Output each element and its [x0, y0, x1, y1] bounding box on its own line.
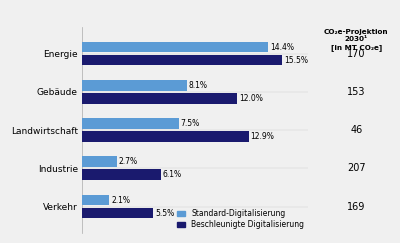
Text: CO₂e-Projektion
2030¹
[in MT CO₂e]: CO₂e-Projektion 2030¹ [in MT CO₂e] [324, 29, 388, 51]
Text: 14.4%: 14.4% [270, 43, 294, 52]
Bar [82, 118, 179, 129]
Text: 15.5%: 15.5% [284, 55, 308, 64]
Text: 8.1%: 8.1% [188, 81, 208, 90]
Text: 6.1%: 6.1% [163, 170, 182, 179]
Text: 170: 170 [347, 49, 366, 59]
Text: 12.9%: 12.9% [250, 132, 274, 141]
Bar [82, 42, 268, 52]
Bar [82, 156, 117, 167]
Text: 2.1%: 2.1% [111, 196, 130, 205]
Text: 46: 46 [350, 125, 362, 135]
Bar [82, 80, 187, 91]
Legend: Standard-Digitalisierung, Beschleunigte Digitalisierung: Standard-Digitalisierung, Beschleunigte … [178, 209, 304, 229]
Bar [82, 93, 237, 104]
Bar [82, 131, 248, 142]
Text: 7.5%: 7.5% [181, 119, 200, 128]
Text: 2.7%: 2.7% [119, 157, 138, 166]
Bar [82, 195, 109, 205]
Text: 153: 153 [347, 87, 366, 97]
Text: 12.0%: 12.0% [239, 94, 263, 103]
Text: 169: 169 [347, 201, 365, 211]
Bar [82, 55, 282, 65]
Text: 5.5%: 5.5% [155, 208, 174, 217]
Bar [82, 169, 161, 180]
Bar [82, 208, 153, 218]
Text: 207: 207 [347, 163, 366, 173]
